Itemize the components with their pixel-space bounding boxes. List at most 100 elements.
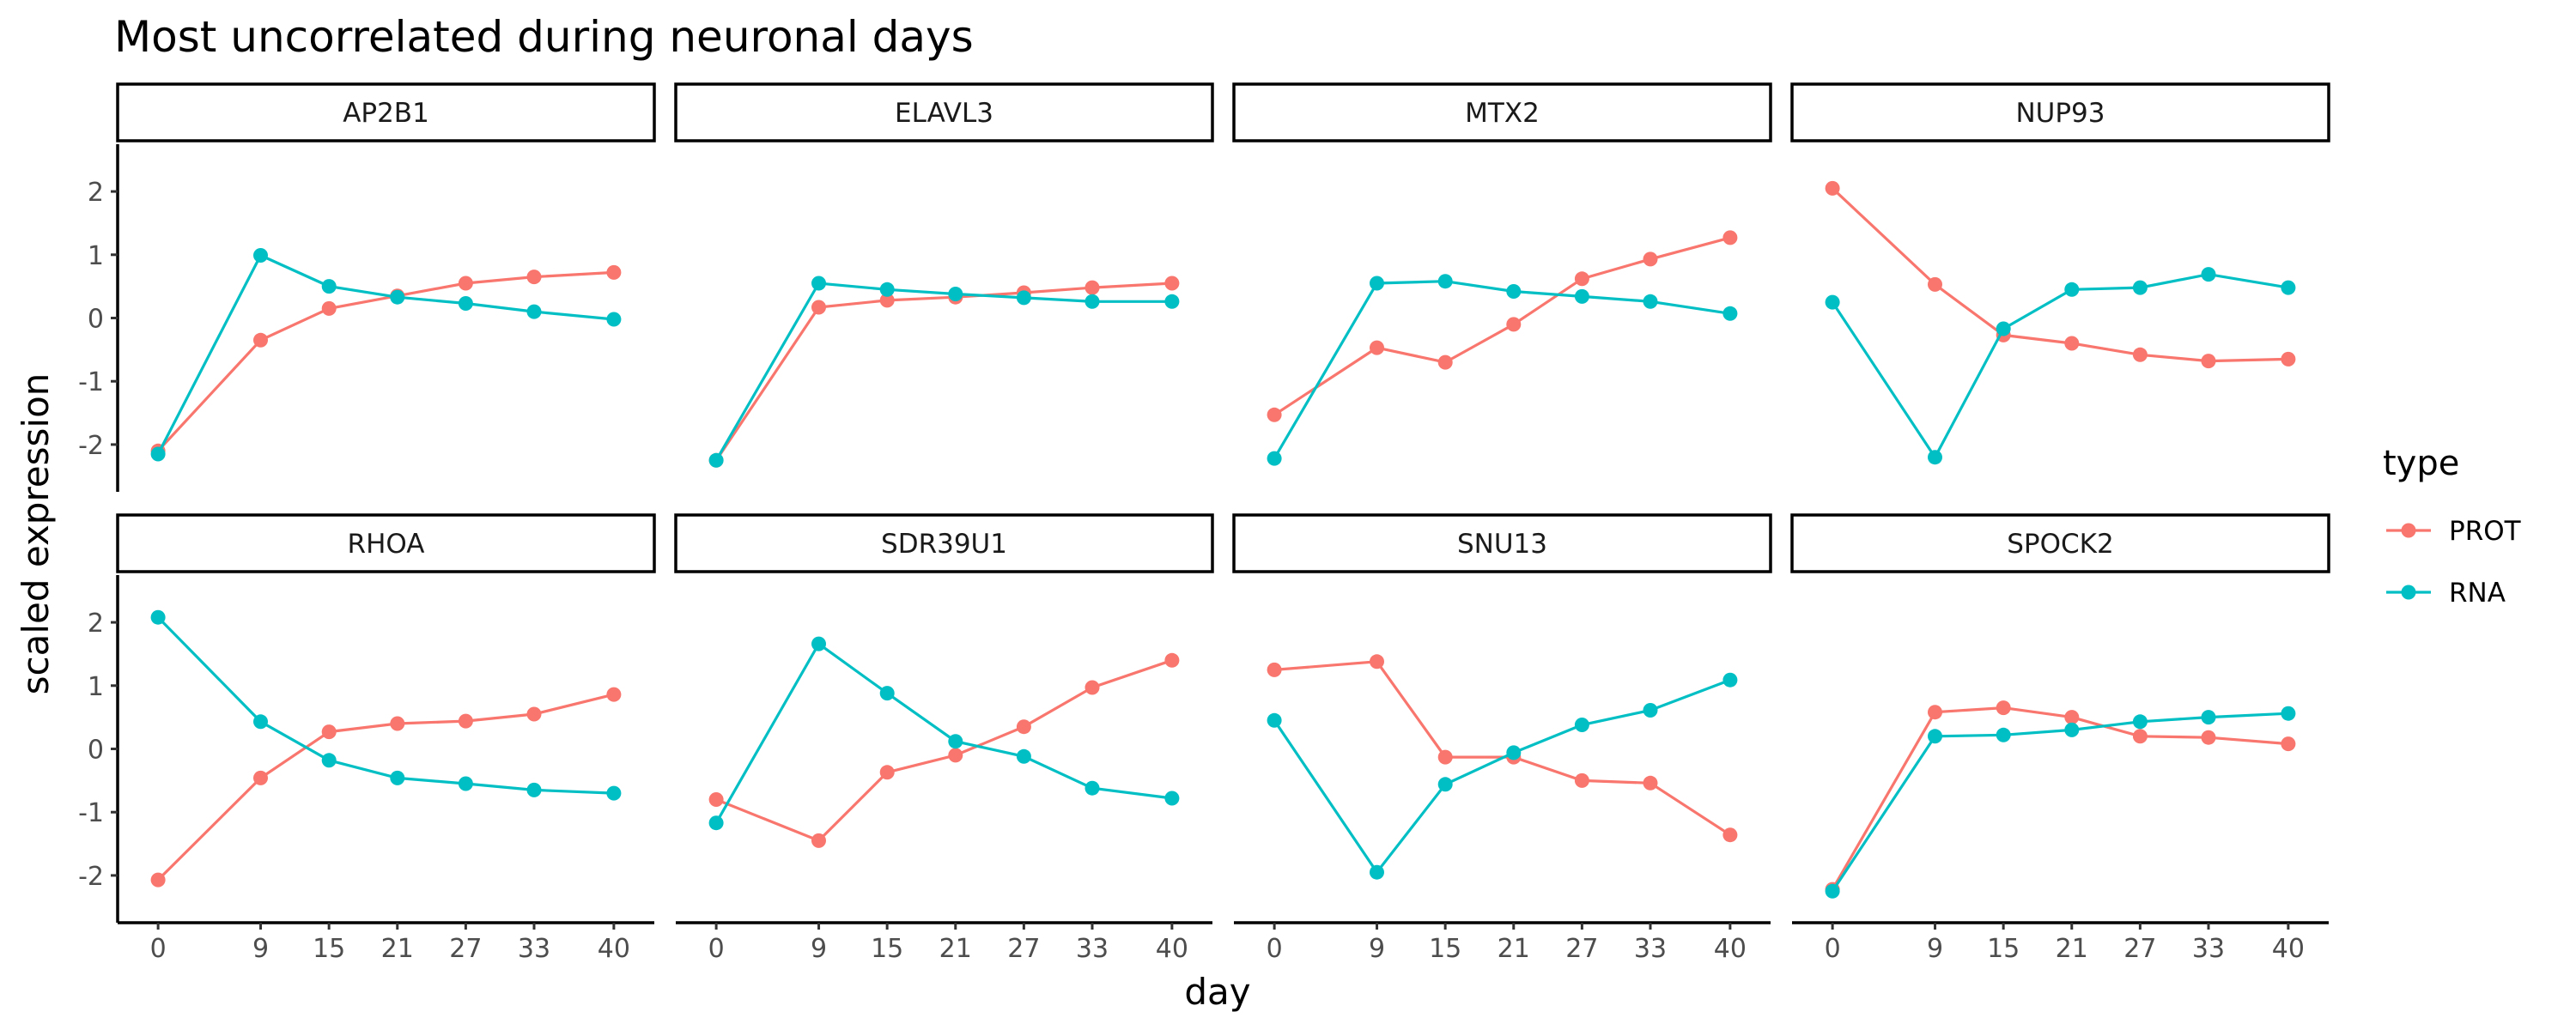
facet-strip-label: ELAVL3 — [895, 98, 993, 129]
data-point-rna — [811, 276, 826, 291]
data-point-prot — [150, 872, 166, 888]
data-point-prot — [1643, 775, 1658, 791]
data-point-rna — [321, 753, 337, 768]
facet-panel-mtx2: MTX2 — [1232, 82, 1772, 466]
series-line-prot — [1273, 660, 1731, 837]
x-tick-label: 0 — [1825, 934, 1841, 964]
legend-item-prot: PROT — [2386, 516, 2522, 547]
data-point-prot — [458, 276, 473, 291]
data-point-prot — [1825, 180, 1840, 196]
series-line-rna — [156, 253, 615, 455]
series-line-rna — [1273, 678, 1731, 875]
data-point-prot — [1370, 654, 1384, 670]
legend-key-point — [2401, 585, 2416, 600]
data-point-rna — [2201, 267, 2216, 282]
data-point-rna — [1084, 780, 1100, 796]
data-point-prot — [526, 706, 542, 722]
data-point-prot — [1437, 354, 1453, 370]
data-point-rna — [150, 609, 166, 625]
data-point-prot — [948, 748, 963, 763]
data-point-rna — [526, 782, 542, 797]
data-point-prot — [1084, 280, 1100, 295]
data-point-rna — [606, 312, 622, 327]
x-tick-label: 21 — [939, 934, 972, 964]
y-tick-label: 1 — [88, 241, 104, 271]
y-tick-label: -1 — [78, 367, 104, 397]
data-point-rna — [1928, 450, 1942, 465]
data-point-rna — [1825, 294, 1840, 310]
facet-strip-label: SPOCK2 — [2007, 529, 2113, 560]
data-point-rna — [879, 686, 895, 701]
data-point-prot — [2064, 336, 2080, 351]
data-point-rna — [708, 452, 724, 468]
data-point-rna — [1164, 791, 1180, 806]
series-line-prot — [156, 270, 614, 452]
x-tick-label: 15 — [313, 934, 345, 964]
data-point-rna — [1996, 321, 2011, 336]
data-point-rna — [1164, 294, 1180, 309]
data-point-prot — [1643, 251, 1658, 267]
x-tick-label: 15 — [1429, 934, 1461, 964]
data-point-prot — [1574, 271, 1589, 287]
data-point-rna — [526, 304, 542, 319]
data-point-rna — [1267, 712, 1282, 728]
data-point-rna — [1016, 290, 1031, 306]
data-point-prot — [1164, 652, 1180, 668]
facet-panel-sdr39u1: SDR39U1 0 9 15 21 27 33 40 — [674, 513, 1214, 964]
facet-panel-spock2: SPOCK2 0 9 15 21 27 33 40 — [1790, 513, 2330, 964]
data-point-rna — [1643, 703, 1658, 718]
x-tick-label: 0 — [1267, 934, 1283, 964]
x-tick-label: 33 — [1634, 934, 1667, 964]
data-point-prot — [1506, 317, 1522, 332]
x-tick-label: 40 — [598, 934, 630, 964]
x-tick-label: 40 — [1156, 934, 1188, 964]
x-tick-label: 21 — [1498, 934, 1530, 964]
data-point-prot — [2281, 351, 2296, 367]
facet-strip-label: RHOA — [348, 529, 425, 560]
data-point-prot — [879, 765, 895, 780]
x-tick-label: 15 — [871, 934, 903, 964]
data-point-prot — [879, 293, 895, 308]
data-point-rna — [1267, 451, 1282, 466]
data-point-prot — [1574, 772, 1589, 788]
data-point-rna — [150, 446, 166, 462]
data-point-prot — [1996, 700, 2011, 716]
facet-strip — [674, 513, 1214, 573]
data-point-prot — [458, 713, 473, 729]
data-point-rna — [1996, 727, 2011, 742]
series-line-prot — [156, 693, 615, 882]
data-point-rna — [606, 785, 622, 801]
series-line-prot — [1831, 706, 2289, 890]
data-point-prot — [606, 687, 622, 702]
data-point-prot — [1928, 276, 1942, 292]
data-point-prot — [1267, 407, 1282, 422]
data-point-rna — [2132, 714, 2148, 730]
data-point-rna — [1574, 718, 1589, 732]
data-point-rna — [1437, 777, 1453, 792]
x-tick-label: 27 — [2123, 934, 2156, 964]
legend-item-rna: RNA — [2386, 578, 2506, 609]
data-point-rna — [2132, 280, 2148, 295]
data-point-rna — [1016, 748, 1031, 764]
y-tick-label: -2 — [78, 862, 104, 892]
x-tick-label: 33 — [2192, 934, 2225, 964]
y-tick-label: 0 — [88, 305, 104, 335]
x-axis-title: day — [1184, 971, 1250, 1013]
data-point-rna — [1506, 284, 1522, 299]
y-tick-label: -1 — [78, 798, 104, 828]
data-point-rna — [1722, 672, 1738, 688]
series-line-prot — [1273, 236, 1731, 416]
series-line-prot — [1832, 187, 2288, 363]
facet-panel-nup93: NUP93 — [1790, 82, 2330, 465]
data-point-prot — [811, 833, 826, 848]
data-point-prot — [390, 716, 405, 731]
x-tick-label: 27 — [1565, 934, 1598, 964]
y-axis-title: scaled expression — [15, 373, 57, 695]
data-point-rna — [253, 714, 268, 730]
facet-strip-label: MTX2 — [1465, 98, 1540, 129]
x-tick-label: 40 — [1714, 934, 1747, 964]
x-tick-label: 27 — [1007, 934, 1040, 964]
data-point-rna — [1643, 294, 1658, 309]
legend-title: type — [2383, 444, 2459, 483]
